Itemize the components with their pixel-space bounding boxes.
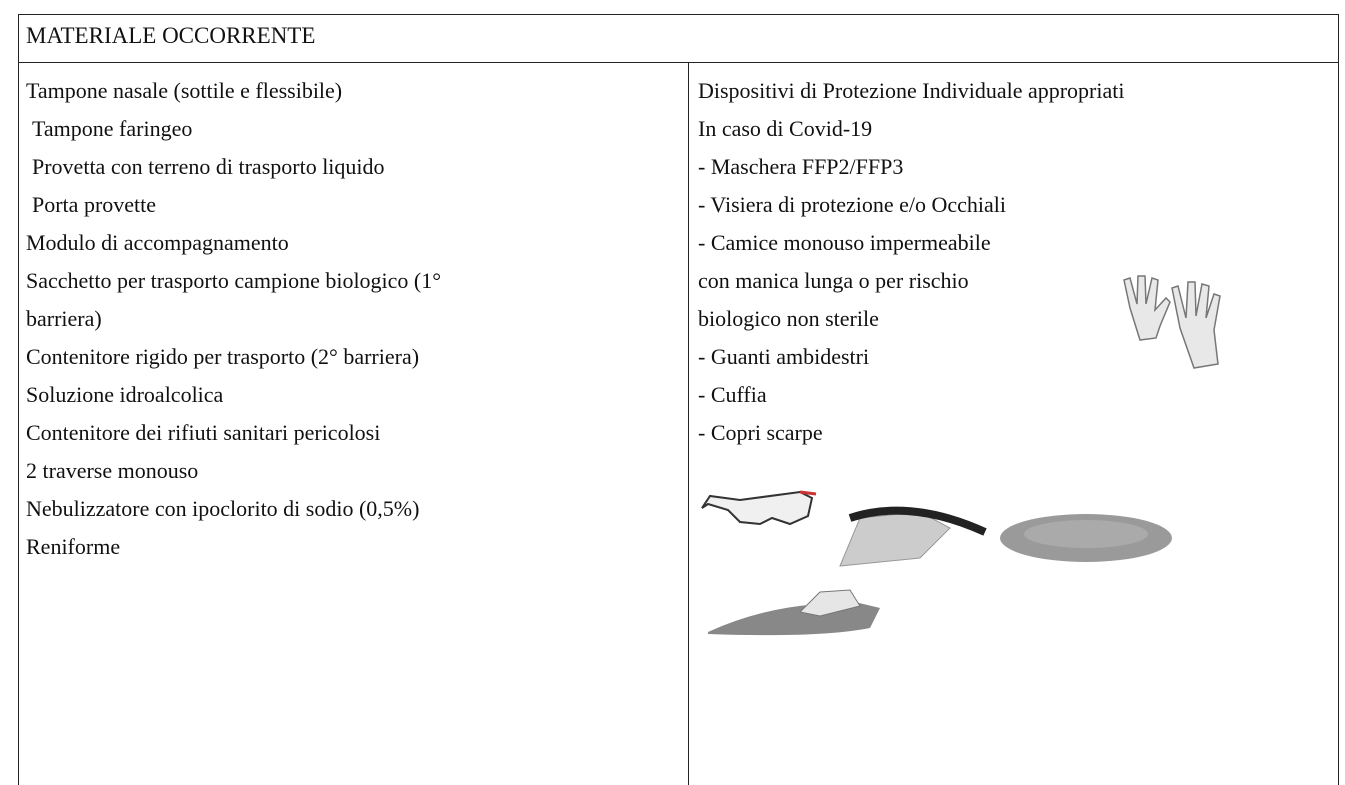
list-line: Contenitore rigido per trasporto (2° bar… xyxy=(26,344,420,369)
list-line: Tampone nasale (sottile e flessibile) xyxy=(26,78,343,103)
list-line: Porta provette xyxy=(32,192,157,217)
column-divider xyxy=(688,63,689,785)
list-line: 2 traverse monouso xyxy=(26,458,199,483)
list-line: Modulo di accompagnamento xyxy=(26,230,289,255)
list-line: Sacchetto per trasporto campione biologi… xyxy=(26,268,442,293)
list-line: Provetta con terreno di trasporto liquid… xyxy=(32,154,385,179)
list-line: Contenitore dei rifiuti sanitari pericol… xyxy=(26,420,381,445)
list-line: Dispositivi di Protezione Individuale ap… xyxy=(698,78,1125,103)
list-line: - Camice monouso impermeabile xyxy=(698,230,991,255)
table: MATERIALE OCCORRENTE Tampone nasale (sot… xyxy=(18,14,1339,785)
list-line: con manica lunga o per rischio xyxy=(698,268,969,293)
list-line: - Copri scarpe xyxy=(698,420,823,445)
visor-image xyxy=(839,506,987,567)
list-line: - Visiera di protezione e/o Occhiali xyxy=(698,192,1006,217)
glasses-image xyxy=(701,490,817,526)
list-line: barriera) xyxy=(26,306,102,331)
list-line: Nebulizzatore con ipoclorito di sodio (0… xyxy=(26,496,420,521)
gloves-image xyxy=(1123,275,1221,369)
list-line: - Maschera FFP2/FFP3 xyxy=(698,154,904,179)
list-line: Tampone faringeo xyxy=(32,116,193,141)
cap-image xyxy=(1000,514,1172,562)
list-line: - Cuffia xyxy=(698,382,767,407)
list-line: biologico non sterile xyxy=(698,306,879,331)
right-column: Dispositivi di Protezione Individuale ap… xyxy=(698,72,1328,452)
left-column: Tampone nasale (sottile e flessibile) Tam… xyxy=(26,72,676,566)
list-line: In caso di Covid-19 xyxy=(698,116,873,141)
list-line: Soluzione idroalcolica xyxy=(26,382,224,407)
table-header: MATERIALE OCCORRENTE xyxy=(19,15,1338,63)
list-line: Reniforme xyxy=(26,534,121,559)
list-line: - Guanti ambidestri xyxy=(698,344,870,369)
shoe-cover-image xyxy=(708,589,880,636)
